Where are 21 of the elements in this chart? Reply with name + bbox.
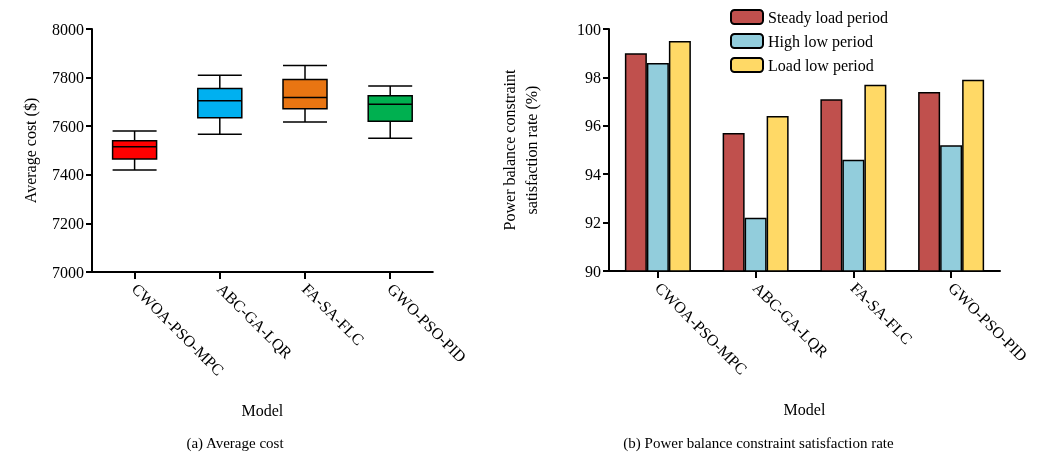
y-tick-label: 96 bbox=[585, 117, 601, 135]
legend-label: Steady load period bbox=[768, 8, 888, 27]
y-tick-label: 100 bbox=[577, 20, 601, 38]
y-tick-label: 90 bbox=[585, 262, 601, 280]
y-tick-label: 7800 bbox=[52, 69, 84, 87]
y-tick-label: 94 bbox=[585, 165, 601, 183]
y-tick-label: 7600 bbox=[52, 117, 84, 135]
y-tick-label: 7200 bbox=[52, 214, 84, 232]
y-axis-title: Power balance constraint satisfaction rate (%) bbox=[500, 69, 541, 231]
text: (a) Average cost bbox=[186, 434, 285, 452]
x-axis-title: Model bbox=[241, 401, 284, 419]
y-tick-label: 7400 bbox=[52, 166, 84, 184]
y-tick-label: 7000 bbox=[52, 263, 84, 281]
text: (b) Power balance constraint satisfaction rate bbox=[623, 434, 894, 452]
y-tick-label: 92 bbox=[585, 214, 601, 232]
y-tick-label: 8000 bbox=[52, 20, 84, 38]
x-axis-title: Model bbox=[783, 400, 826, 418]
legend-label: High low period bbox=[768, 32, 873, 51]
legend-label: Load low period bbox=[768, 56, 874, 75]
y-axis-title: Average cost ($) bbox=[21, 97, 40, 204]
y-tick-label: 98 bbox=[585, 68, 601, 86]
